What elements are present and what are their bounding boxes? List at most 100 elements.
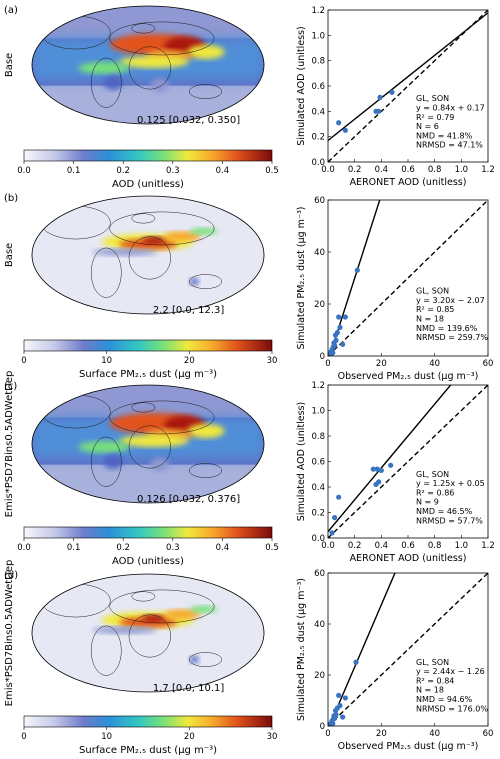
colorbar-tick-label: 0.4 <box>216 543 230 553</box>
map-summary: 0.125 [0.032, 0.350] <box>137 115 240 126</box>
data-point <box>330 350 336 356</box>
map-border <box>31 384 265 504</box>
colorbar-label: Surface PM₂.₅ dust (µg m⁻³) <box>79 745 217 756</box>
y-tick-label: 1.2 <box>311 6 325 16</box>
coastline <box>90 436 122 487</box>
x-tick-label: 1.0 <box>455 541 469 551</box>
x-tick-label: 0.0 <box>321 541 335 551</box>
stats-annotation: R² = 0.85 <box>416 305 454 314</box>
dust-hotspot <box>189 278 200 286</box>
x-tick-label: 0.8 <box>428 165 442 175</box>
map-border <box>31 573 265 693</box>
colorbar-tick-label: 0.5 <box>265 543 279 553</box>
map-ocean <box>32 196 264 314</box>
fit-line <box>328 12 488 142</box>
x-tick-label: 1.2 <box>481 541 495 551</box>
fit-line <box>328 200 381 356</box>
colorbar-label: Surface PM₂.₅ dust (µg m⁻³) <box>79 369 217 380</box>
fit-line <box>328 385 452 533</box>
coastline <box>109 400 215 435</box>
colorbar <box>23 715 273 728</box>
stats-annotation: N = 18 <box>416 315 444 324</box>
colorbar-tick-label: 30 <box>267 732 278 742</box>
plot-frame <box>327 572 489 727</box>
map-border <box>31 195 265 315</box>
dust-hotspot <box>164 231 202 241</box>
panel-label: (b) <box>4 193 18 204</box>
coastline <box>109 21 215 56</box>
data-point <box>333 337 339 343</box>
x-tick-label: 0.6 <box>401 165 415 175</box>
stats-annotation: N = 18 <box>416 686 444 695</box>
coastline <box>90 57 122 108</box>
colorbar-tick-label: 20 <box>184 356 195 366</box>
y-tick-label: 20 <box>314 300 325 310</box>
x-tick-label: 0.6 <box>401 541 415 551</box>
data-point <box>376 479 382 485</box>
coastline <box>189 84 223 99</box>
stats-annotation: GL, SON <box>416 287 449 296</box>
colorbar-tick-label: 30 <box>267 356 278 366</box>
y-tick-label: 0.6 <box>311 82 325 92</box>
aod-hotspot <box>119 56 189 68</box>
data-point <box>388 462 394 468</box>
data-point <box>337 703 343 709</box>
stats-annotation: R² = 0.84 <box>416 676 454 685</box>
y-tick-label: 0.6 <box>311 458 325 468</box>
y-axis-label: Simulated PM₂.₅ dust (µg m⁻³) <box>296 207 307 350</box>
aod-hotspot <box>119 435 189 447</box>
stats-annotation: NRMSD = 259.7% <box>416 333 488 342</box>
coastline <box>128 236 171 280</box>
data-point <box>376 108 382 114</box>
scatter-panel-1: 0.0 0.2 0.4 0.6 0.8 1.0 1.2 0.0 0.2 0.4 0.6 0.8 1.0 1… <box>296 6 495 188</box>
y-axis-label: Simulated AOD (unitless) <box>296 26 307 145</box>
map-panel-2: (b) Base 2.2 [0.0, 12.3] 0 10 20 30 Surface PM₂… <box>4 193 277 380</box>
stats-annotation: R² = 0.79 <box>416 113 454 122</box>
data-point <box>354 267 360 273</box>
aod-hotspot <box>187 44 225 60</box>
map-field <box>40 583 223 676</box>
y-tick-label: 0.8 <box>311 432 325 442</box>
aod-hotspot <box>103 454 123 469</box>
colorbar-tick-label: 0.3 <box>166 543 180 553</box>
row-label: Emis*PSD7Bins0.5ADWetDep <box>4 371 15 518</box>
colorbar-label: AOD (unitless) <box>112 556 184 567</box>
y-tick-label: 0.0 <box>311 158 325 168</box>
y-tick-label: 60 <box>314 196 325 206</box>
dust-hotspot <box>164 609 202 619</box>
colorbar-tick-label: 20 <box>184 732 195 742</box>
data-point <box>340 714 346 720</box>
stats-annotation: NRMSD = 57.7% <box>416 516 483 525</box>
data-point <box>333 711 339 718</box>
colorbar-tick-label: 0.4 <box>216 166 230 176</box>
data-point <box>377 94 383 100</box>
map-field <box>40 205 223 298</box>
map-panel-4: (d)Emis*PSD7Bins0.5ADWetDep 1.7 [0.0, 10.… <box>4 560 277 756</box>
data-point <box>340 341 346 347</box>
panel-label: (d) <box>4 570 18 581</box>
coastline <box>131 23 156 34</box>
data-point <box>342 127 348 133</box>
one-to-one-line <box>328 573 488 726</box>
x-tick-label: 0.2 <box>348 541 362 551</box>
map-field <box>32 6 264 124</box>
scatter-panel-4: 0 20 40 60 0 20 40 60 Observed PM₂.₅ dust (µg m⁻… <box>296 569 493 752</box>
aod-hotspot <box>78 441 130 453</box>
dust-hotspot <box>92 248 158 256</box>
data-point <box>374 466 380 472</box>
colorbar-tick-label: 0 <box>21 356 26 366</box>
coastline <box>109 211 215 246</box>
coastline <box>131 213 156 224</box>
stats-annotation: y = 1.25x + 0.05 <box>416 479 485 488</box>
colorbar-tick-label: 0 <box>21 732 26 742</box>
panel-label: (c) <box>4 381 17 392</box>
dust-hotspot <box>189 605 218 613</box>
row-label: Emis*PSD7Bins0.5ADWetDep <box>4 560 15 707</box>
y-tick-label: 0.2 <box>311 509 325 519</box>
map-summary: 2.2 [0.0, 12.3] <box>153 305 225 316</box>
coastline <box>131 402 156 413</box>
data-point <box>330 720 336 726</box>
coastline <box>128 614 171 658</box>
data-point <box>353 659 359 665</box>
